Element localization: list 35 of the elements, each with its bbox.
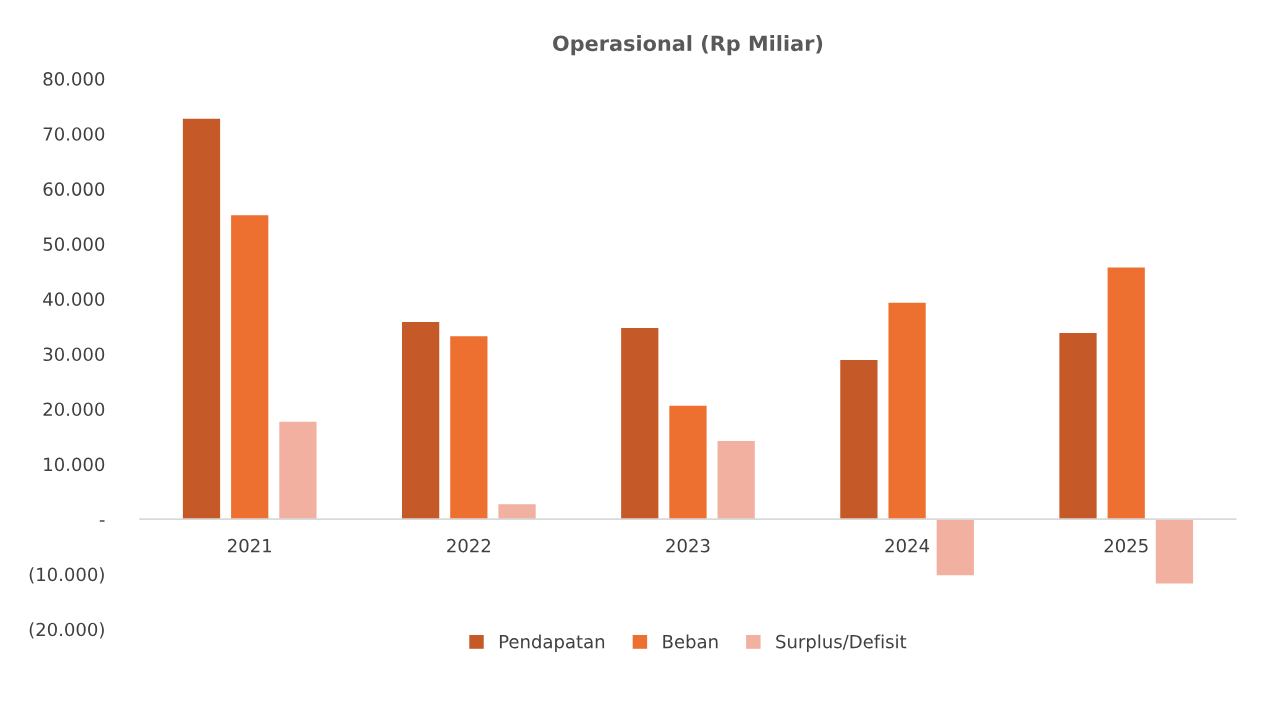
bar (621, 328, 659, 520)
y-tick-label: 60.000 (43, 182, 105, 196)
y-tick-label: - (99, 520, 105, 522)
bar (231, 215, 269, 520)
bar (888, 302, 926, 520)
x-tick-label: 2021 (228, 538, 272, 553)
bar (498, 504, 536, 520)
chart-title: Operasional (Rp Miliar) (553, 35, 823, 56)
y-tick-label: 10.000 (44, 457, 105, 472)
bar (717, 440, 755, 520)
y-tick-label: 50.000 (43, 237, 105, 251)
x-tick-label: 2024 (885, 538, 930, 553)
y-tick-label: (10.000) (29, 567, 104, 584)
legend-label: Pendapatan (499, 634, 605, 652)
x-tick-label: 2023 (666, 538, 710, 553)
bar (450, 336, 488, 520)
bar (669, 405, 707, 520)
bar (1107, 267, 1145, 520)
y-tick-label: 80.000 (43, 72, 105, 86)
bar (402, 321, 440, 520)
x-tick-label: 2025 (1104, 538, 1148, 553)
bar (1155, 519, 1194, 584)
y-tick-label: 40.000 (43, 292, 105, 306)
y-tick-label: 20.000 (43, 402, 105, 417)
bar (936, 519, 974, 576)
y-tick-label: 70.000 (43, 127, 105, 141)
y-tick-label: (20.000) (29, 622, 104, 639)
legend-label: Surplus/Defisit (776, 634, 907, 652)
bar (1059, 333, 1097, 520)
x-tick-label: 2022 (447, 538, 490, 553)
y-tick-label: 30.000 (43, 347, 105, 362)
bar (182, 118, 221, 520)
legend-label: Beban (663, 634, 718, 649)
bar (279, 421, 317, 520)
bar (840, 359, 878, 520)
